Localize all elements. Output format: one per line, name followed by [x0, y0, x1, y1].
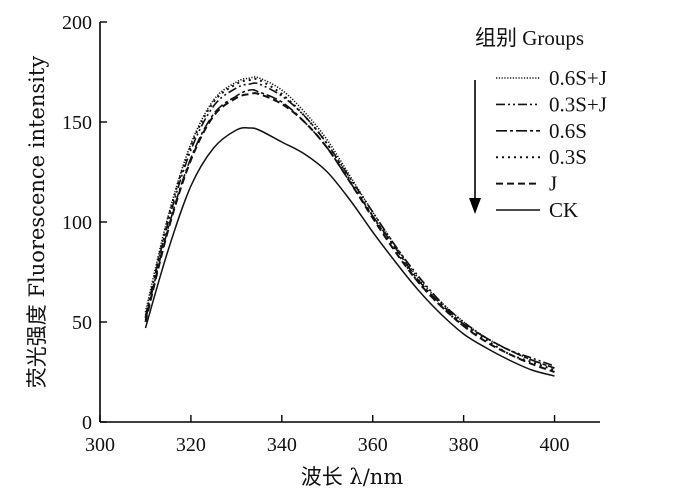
- series-line-0-3s: [144, 77, 555, 371]
- x-tick-label: 340: [267, 434, 297, 456]
- series-line-0-3s-j: [144, 82, 555, 367]
- y-tick-label: 0: [82, 412, 92, 434]
- legend-arrow: [469, 80, 481, 214]
- x-axis-label: 波长 λ/nm: [301, 465, 404, 489]
- x-tick-label: 300: [85, 434, 115, 456]
- legend-title: 组别 Groups: [475, 26, 584, 50]
- legend-label: J: [549, 172, 557, 196]
- y-tick-label: 100: [62, 212, 92, 234]
- series-line-ck: [144, 127, 555, 377]
- legend-label: 0.6S+J: [549, 66, 607, 90]
- legend: 组别 Groups 0.6S+J0.3S+J 0.6S0.3S JCK: [469, 26, 607, 222]
- plot-area: [144, 76, 555, 377]
- legend-label: CK: [549, 198, 578, 222]
- legend-label: 0.6S: [549, 119, 587, 143]
- y-tick-label: 50: [72, 312, 92, 334]
- series-line-0-6s: [144, 88, 555, 369]
- legend-label: 0.3S: [549, 145, 587, 169]
- arrow-head: [469, 198, 481, 214]
- legend-items: 0.6S+J0.3S+J 0.6S0.3S JCK: [496, 66, 607, 222]
- y-tick-label: 200: [62, 12, 92, 34]
- series-line-j: [144, 92, 555, 373]
- x-tick-label: 380: [449, 434, 479, 456]
- tick-labels: 300 320 340 360 380 400 0 50 100 150 200: [62, 12, 570, 456]
- axes: [99, 21, 600, 423]
- y-axis-label: 荧光强度 Fluorescence intensity: [25, 56, 49, 389]
- x-tick-label: 360: [358, 434, 388, 456]
- legend-label: 0.3S+J: [549, 92, 607, 116]
- x-tick-label: 400: [540, 434, 570, 456]
- y-tick-label: 150: [62, 112, 92, 134]
- x-tick-label: 320: [176, 434, 206, 456]
- series-line-0-6s-j: [144, 76, 555, 369]
